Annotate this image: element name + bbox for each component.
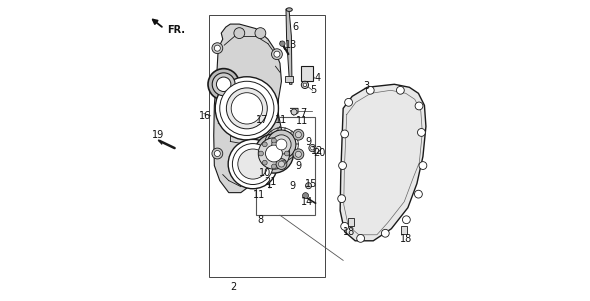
- Circle shape: [339, 162, 346, 169]
- Circle shape: [271, 49, 283, 60]
- Circle shape: [214, 150, 220, 157]
- Ellipse shape: [286, 8, 292, 11]
- Text: 14: 14: [301, 197, 313, 207]
- Circle shape: [276, 159, 287, 169]
- Circle shape: [381, 229, 389, 237]
- Circle shape: [418, 129, 425, 136]
- Circle shape: [303, 83, 307, 87]
- Circle shape: [341, 222, 349, 230]
- Circle shape: [280, 41, 285, 46]
- Circle shape: [303, 193, 309, 199]
- Bar: [209, 15, 325, 277]
- Text: 16: 16: [199, 111, 211, 121]
- Circle shape: [276, 139, 287, 150]
- Text: 13: 13: [285, 40, 297, 50]
- Text: 6: 6: [292, 22, 298, 32]
- Circle shape: [366, 86, 374, 94]
- Bar: [286, 76, 293, 82]
- Circle shape: [281, 142, 286, 147]
- Circle shape: [214, 45, 220, 51]
- Text: 17: 17: [255, 115, 268, 126]
- Circle shape: [228, 139, 277, 189]
- Text: FR.: FR.: [167, 25, 185, 35]
- Text: 9: 9: [295, 161, 301, 172]
- Circle shape: [293, 149, 304, 160]
- Circle shape: [357, 234, 365, 242]
- Circle shape: [273, 150, 278, 157]
- Polygon shape: [286, 9, 292, 84]
- Circle shape: [271, 164, 276, 169]
- Text: 18: 18: [400, 234, 412, 244]
- Circle shape: [263, 160, 267, 165]
- Polygon shape: [214, 24, 281, 193]
- Circle shape: [284, 151, 289, 156]
- Circle shape: [258, 151, 263, 156]
- Circle shape: [341, 130, 349, 138]
- Text: 8: 8: [257, 215, 264, 225]
- Circle shape: [337, 195, 346, 203]
- Circle shape: [227, 88, 267, 129]
- Circle shape: [255, 28, 266, 39]
- Bar: [257, 119, 263, 126]
- Circle shape: [238, 149, 268, 179]
- Text: 9: 9: [289, 181, 295, 191]
- Circle shape: [234, 28, 245, 39]
- Bar: [401, 226, 407, 234]
- Circle shape: [311, 146, 314, 150]
- Circle shape: [309, 144, 316, 152]
- Circle shape: [306, 183, 312, 189]
- Text: 4: 4: [314, 73, 320, 83]
- Circle shape: [231, 93, 263, 124]
- Circle shape: [402, 216, 410, 224]
- Circle shape: [415, 102, 423, 110]
- Text: 21: 21: [265, 177, 277, 187]
- Circle shape: [296, 151, 301, 157]
- Bar: [348, 218, 353, 226]
- Circle shape: [396, 86, 404, 94]
- Text: 12: 12: [310, 145, 323, 156]
- Text: 11: 11: [276, 115, 287, 126]
- Polygon shape: [340, 84, 426, 241]
- Bar: [301, 66, 313, 81]
- Circle shape: [215, 77, 278, 140]
- Circle shape: [263, 142, 267, 147]
- Text: 11: 11: [253, 190, 265, 200]
- Text: 5: 5: [310, 85, 316, 95]
- Circle shape: [301, 81, 309, 88]
- Circle shape: [219, 81, 274, 135]
- Circle shape: [208, 69, 240, 100]
- Text: 11: 11: [296, 116, 309, 126]
- Circle shape: [266, 145, 283, 162]
- Circle shape: [267, 130, 296, 159]
- Circle shape: [296, 132, 301, 138]
- Circle shape: [217, 77, 231, 92]
- Text: 19: 19: [152, 129, 164, 140]
- Circle shape: [254, 134, 293, 173]
- Circle shape: [212, 73, 235, 96]
- Circle shape: [212, 148, 223, 159]
- Circle shape: [258, 138, 290, 169]
- Circle shape: [291, 109, 297, 115]
- Text: 9: 9: [305, 137, 311, 147]
- Circle shape: [278, 161, 284, 167]
- Text: 2: 2: [230, 282, 237, 293]
- Text: 3: 3: [363, 81, 369, 91]
- Circle shape: [345, 98, 352, 106]
- Bar: [257, 117, 315, 215]
- Circle shape: [271, 138, 276, 143]
- Circle shape: [419, 162, 427, 169]
- Text: 20: 20: [313, 148, 325, 158]
- Text: 15: 15: [306, 179, 318, 189]
- Circle shape: [274, 51, 280, 57]
- Circle shape: [270, 148, 281, 159]
- Text: 7: 7: [300, 107, 307, 118]
- Circle shape: [272, 135, 291, 154]
- Text: 10: 10: [259, 168, 271, 178]
- Text: 18: 18: [343, 227, 355, 237]
- Circle shape: [212, 43, 223, 54]
- Circle shape: [232, 144, 273, 185]
- Circle shape: [293, 129, 304, 140]
- Circle shape: [415, 190, 422, 198]
- Circle shape: [281, 160, 286, 165]
